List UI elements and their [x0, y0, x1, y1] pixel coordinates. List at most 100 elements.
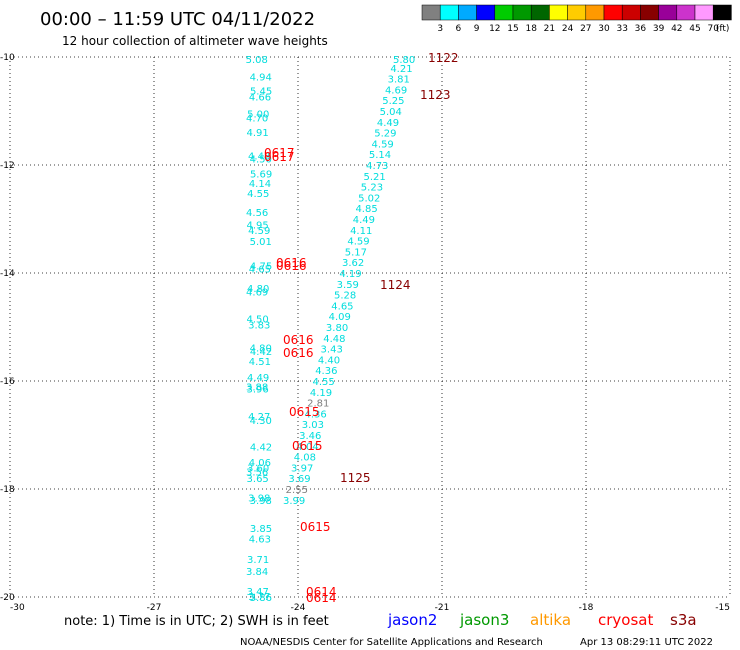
time-label: 0615 [300, 520, 331, 534]
colorbar-label: 30 [598, 24, 610, 34]
data-point: 3.47 [247, 587, 269, 598]
data-point: 4.36 [315, 366, 337, 377]
data-points: 5.084.945.454.665.004.704.914.484.505.69… [246, 55, 416, 604]
data-point: 5.21 [363, 172, 385, 183]
data-point: 4.94 [250, 72, 272, 83]
data-point: 5.08 [246, 55, 268, 66]
chart-subtitle: 12 hour collection of altimeter wave hei… [62, 34, 328, 48]
data-point: 3.46 [299, 431, 321, 442]
data-point: 3.83 [248, 320, 270, 331]
colorbar-label: 9 [474, 24, 480, 34]
data-point: 4.69 [385, 85, 407, 96]
data-point: 4.09 [329, 312, 351, 323]
data-point: 5.45 [250, 86, 272, 97]
y-tick-label: -18 [0, 485, 15, 495]
data-point: 3.85 [250, 524, 272, 535]
data-point: 3.80 [326, 323, 348, 334]
data-point: 3.56 [246, 468, 268, 479]
time-label: 0615 [289, 405, 320, 419]
data-point: 3.77 [248, 592, 270, 603]
time-labels: 1122112306170617061606161124061606160615… [264, 51, 459, 605]
time-label: 0614 [306, 591, 337, 605]
data-point: 4.11 [350, 226, 372, 237]
grid [9, 56, 731, 598]
time-label: 0616 [283, 333, 314, 347]
colorbar-label: 6 [456, 24, 462, 34]
data-point: 4.70 [246, 113, 268, 124]
colorbar-label: 33 [616, 24, 627, 34]
data-point: 4.63 [249, 535, 271, 546]
data-point: 4.69 [246, 287, 268, 298]
data-point: 3.60 [247, 463, 269, 474]
footer-timestamp: Apr 13 08:29:11 UTC 2022 [580, 637, 713, 648]
time-label: 1124 [380, 278, 411, 292]
legend-cryosat: cryosat [598, 611, 653, 629]
data-point: 4.40 [318, 355, 340, 366]
data-point: 3.98 [250, 496, 272, 507]
data-point: 4.95 [246, 220, 268, 231]
colorbar-label: 27 [580, 24, 591, 34]
data-point: 4.51 [249, 357, 271, 368]
y-tick-label: -16 [0, 377, 15, 387]
colorbar-swatch [603, 4, 623, 21]
data-point: 4.48 [248, 151, 270, 162]
data-point: 5.23 [361, 183, 383, 194]
x-tick-label: -18 [579, 603, 594, 613]
colorbar-swatch [621, 4, 641, 21]
data-point: 3.62 [342, 258, 364, 269]
colorbar-swatch [676, 4, 696, 21]
x-tick-label: -24 [291, 603, 306, 613]
data-point: 3.88 [246, 382, 268, 393]
time-label: 0617 [264, 146, 295, 160]
colorbar-swatch [658, 4, 678, 21]
data-point: 3.86 [250, 593, 272, 604]
data-point: 4.65 [331, 301, 353, 312]
y-axis: -10 -12 -14 -16 -18 -20 [0, 53, 15, 603]
data-point: 4.04 [296, 442, 318, 453]
data-point: 4.21 [390, 64, 412, 75]
y-tick-label: -10 [0, 53, 15, 63]
x-tick-label: -27 [147, 603, 162, 613]
data-point: 4.85 [355, 204, 377, 215]
data-point: 4.48 [323, 334, 345, 345]
time-label: 0615 [292, 439, 323, 453]
data-point: 5.17 [345, 247, 367, 258]
data-point: 5.28 [334, 291, 356, 302]
data-point: 4.14 [249, 179, 271, 190]
time-label: 1125 [340, 471, 371, 485]
data-point: 3.99 [283, 496, 305, 507]
legend-jason2: jason2 [387, 611, 437, 629]
legend-jason3: jason3 [459, 611, 509, 629]
data-point: 5.00 [247, 110, 269, 121]
data-point: 4.59 [248, 226, 270, 237]
data-point: 4.19 [339, 269, 361, 280]
colorbar-label: 45 [689, 24, 700, 34]
data-point: 4.27 [248, 412, 270, 423]
colorbar-label: 21 [544, 24, 555, 34]
x-tick-label: -30 [10, 603, 25, 613]
data-point: 3.96 [247, 385, 269, 396]
data-point: 4.42 [250, 347, 272, 358]
data-point: 3.97 [291, 463, 313, 474]
data-point: 4.08 [294, 453, 316, 464]
data-point: 4.75 [250, 261, 272, 272]
data-point: 4.80 [250, 344, 272, 355]
time-label: 0614 [306, 585, 337, 599]
data-point: 4.91 [246, 128, 268, 139]
data-point: 4.55 [313, 377, 335, 388]
data-point: 4.49 [377, 118, 399, 129]
colorbar-label: 70 [707, 24, 719, 34]
colorbar-label: 15 [507, 24, 518, 34]
colorbar-unit: (ft) [716, 24, 730, 34]
data-point: 3.84 [246, 567, 268, 578]
colorbar-label: 39 [653, 24, 665, 34]
time-label: 0617 [264, 150, 295, 164]
data-point: 3.69 [288, 474, 310, 485]
data-point: 4.49 [247, 373, 269, 384]
data-point: 4.19 [310, 388, 332, 399]
data-point: 5.04 [380, 107, 402, 118]
colorbar-label: 3 [437, 24, 443, 34]
colorbar-swatch [585, 4, 605, 21]
data-point: 5.25 [382, 96, 404, 107]
colorbar-swatch [512, 4, 532, 21]
